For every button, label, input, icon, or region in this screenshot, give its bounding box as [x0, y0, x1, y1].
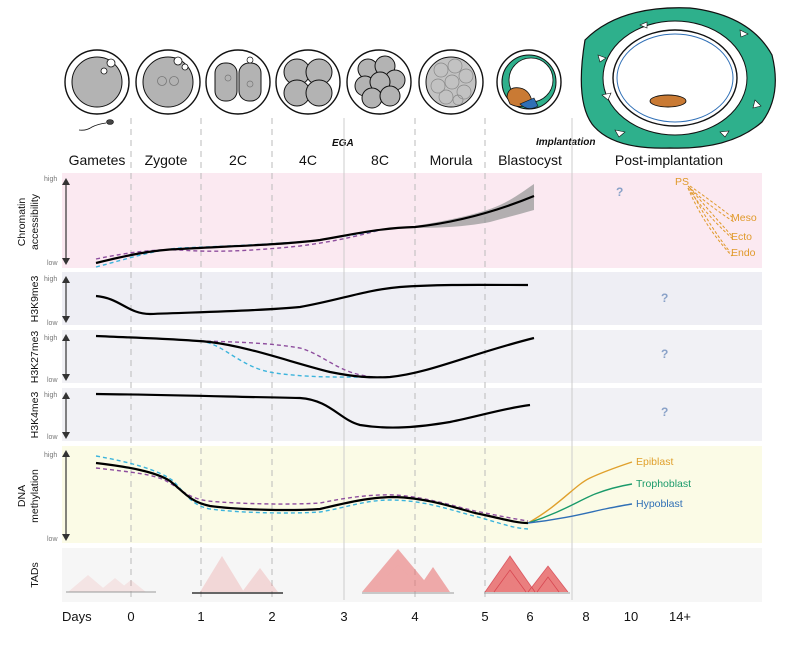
day-2: 2 — [268, 609, 275, 624]
stage-label-2c: 2C — [229, 152, 247, 168]
h3k4me3-curve — [95, 392, 531, 429]
day-0: 0 — [127, 609, 134, 624]
methylation-lineage-branches — [527, 461, 633, 524]
dna-methylation-track-bg — [62, 446, 762, 543]
stage-label-gametes: Gametes — [69, 152, 126, 168]
ps-lineage-tree: PS Meso Ecto Endo — [675, 176, 757, 259]
chromatin-combined-curve — [95, 194, 535, 265]
trophoblast-branch — [527, 483, 633, 524]
chromatin-track-bg — [62, 173, 762, 268]
days-title: Days — [62, 609, 92, 624]
track-backgrounds — [62, 173, 762, 602]
row-label-tads: TADs — [29, 562, 41, 587]
h3k27me3-maternal-curve — [199, 340, 376, 378]
tads-blastocyst-outline — [484, 555, 569, 593]
track-axes — [62, 178, 70, 541]
stage-label-blastocyst: Blastocyst — [498, 152, 562, 168]
lineage-ecto: Ecto — [731, 231, 752, 243]
k27-high: high — [44, 335, 57, 342]
methylation-paternal-curve — [95, 455, 529, 530]
h3k27me3-curves — [95, 334, 535, 379]
lineage-trophoblast: Trophoblast — [636, 478, 691, 490]
h3k27me3-unknown: ? — [661, 347, 668, 361]
tads-track — [66, 549, 570, 594]
lineage-ps: PS — [675, 176, 689, 188]
stage-label-zygote: Zygote — [145, 152, 188, 168]
k4-low: low — [47, 434, 58, 441]
stage-labels: Gametes Zygote 2C 4C 8C Morula Blastocys… — [69, 152, 723, 168]
dna-methylation-curves — [95, 455, 529, 530]
day-5: 5 — [481, 609, 488, 624]
four-cell-icon — [275, 49, 341, 115]
day-4: 4 — [411, 609, 418, 624]
methylation-combined-curve — [95, 461, 529, 525]
h3k27me3-paternal-curve — [199, 340, 376, 378]
zygote-icon — [135, 49, 201, 115]
tads-early-faint — [68, 575, 146, 592]
post-implantation-icon — [580, 7, 776, 149]
h3k4me3-unknown: ? — [661, 405, 668, 419]
meth-low: low — [47, 536, 58, 543]
chromatin-uncertainty-band — [415, 184, 534, 228]
h3k9me3-curve — [95, 283, 529, 316]
stage-label-morula: Morula — [430, 152, 473, 168]
chromatin-high: high — [44, 176, 57, 183]
tads-blastocyst-strong — [485, 556, 568, 592]
h3k27me3-track-bg — [62, 330, 762, 383]
stage-label-4c: 4C — [299, 152, 317, 168]
hypoblast-branch — [527, 503, 633, 524]
day-3: 3 — [340, 609, 347, 624]
day-8: 8 — [582, 609, 589, 624]
epiblast-branch — [527, 461, 633, 524]
day-1: 1 — [197, 609, 204, 624]
morula-icon — [418, 49, 484, 115]
day-10: 10 — [624, 609, 638, 624]
row-label-dna-methylation: DNA — [16, 485, 28, 507]
blastocyst-icon — [496, 49, 562, 115]
h3k9me3-unknown: ? — [661, 291, 668, 305]
two-cell-icon — [205, 49, 271, 115]
day-14-plus: 14+ — [669, 609, 691, 624]
stage-label-8c: 8C — [371, 152, 389, 168]
row-label-h3k9me3: H3K9me3 — [29, 276, 41, 323]
days-axis: Days 0 1 2 3 4 5 6 8 10 14+ — [62, 609, 691, 624]
lineage-endo: Endo — [731, 247, 756, 259]
k4-high: high — [44, 392, 57, 399]
day-6: 6 — [526, 609, 533, 624]
tads-2c-faint — [200, 556, 278, 592]
row-label-h3k4me3: H3K4me3 — [29, 392, 41, 439]
lineage-epiblast: Epiblast — [636, 456, 673, 468]
chromatin-low: low — [47, 260, 58, 267]
gametes-icon — [64, 49, 130, 131]
k27-low: low — [47, 377, 58, 384]
meth-high: high — [44, 452, 57, 459]
stage-label-post-implantation: Post-implantation — [615, 152, 723, 168]
k9-high: high — [44, 276, 57, 283]
row-label-chromatin: Chromatin — [16, 198, 28, 247]
ega-label: EGA — [332, 138, 354, 149]
chromatin-curves — [95, 184, 535, 268]
lineage-hypoblast: Hypoblast — [636, 498, 683, 510]
high-low-labels: high low high low high low high low high… — [44, 176, 58, 543]
row-label-chromatin-2: accessibility — [29, 193, 41, 250]
lineage-meso: Meso — [731, 212, 757, 224]
k9-low: low — [47, 320, 58, 327]
row-labels: Chromatin accessibility H3K9me3 H3K27me3… — [16, 193, 41, 587]
row-label-dna-methylation-2: methylation — [29, 469, 41, 523]
eight-cell-icon — [346, 49, 412, 115]
h3k4me3-track-bg — [62, 388, 762, 441]
h3k9me3-track-bg — [62, 272, 762, 325]
row-label-h3k27me3: H3K27me3 — [29, 331, 41, 384]
implantation-label: Implantation — [536, 137, 595, 148]
tads-8c-medium — [362, 549, 450, 592]
chromatin-unknown: ? — [616, 185, 623, 199]
h3k27me3-combined-curve — [95, 334, 535, 379]
methylation-maternal-curve — [95, 467, 529, 522]
embryo-illustrations — [64, 7, 776, 149]
